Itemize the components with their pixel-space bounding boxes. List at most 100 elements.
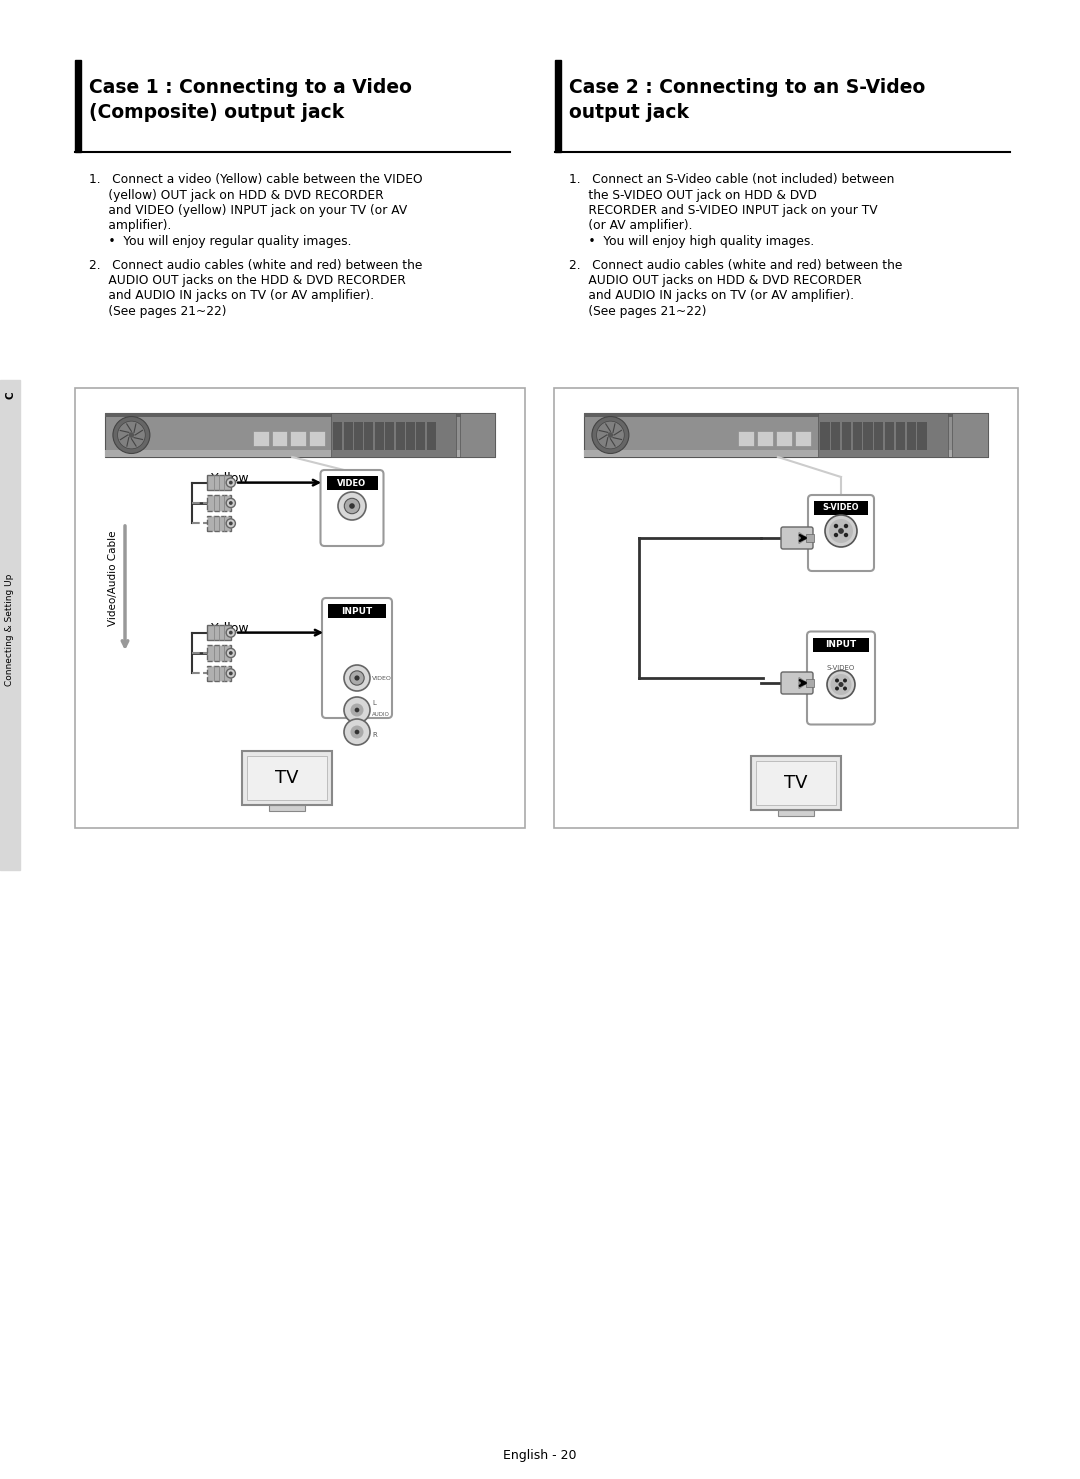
Bar <box>554 387 1018 828</box>
Text: S-VIDEO: S-VIDEO <box>823 503 860 513</box>
Circle shape <box>229 630 232 634</box>
Circle shape <box>118 422 145 448</box>
Bar <box>253 430 269 447</box>
Text: 1.   Connect an S-Video cable (not included) between: 1. Connect an S-Video cable (not include… <box>569 173 894 186</box>
Circle shape <box>354 707 360 713</box>
Circle shape <box>592 417 629 454</box>
Text: English - 20: English - 20 <box>503 1448 577 1461</box>
Circle shape <box>843 679 847 682</box>
Circle shape <box>350 671 364 685</box>
Text: Yellow: Yellow <box>211 623 249 634</box>
Circle shape <box>226 629 235 637</box>
Bar <box>821 422 829 451</box>
Circle shape <box>338 493 366 521</box>
Bar <box>334 422 342 451</box>
Text: Yellow: Yellow <box>211 472 249 485</box>
Circle shape <box>354 729 360 735</box>
Text: S-VIDEO: S-VIDEO <box>827 666 855 671</box>
Circle shape <box>831 674 851 695</box>
Circle shape <box>827 670 855 698</box>
Bar <box>584 413 988 417</box>
Circle shape <box>825 515 858 547</box>
Bar <box>207 626 231 640</box>
Text: INPUT: INPUT <box>825 640 856 649</box>
Text: Case 2 : Connecting to an S-Video: Case 2 : Connecting to an S-Video <box>569 78 926 98</box>
Bar <box>906 422 916 451</box>
Bar <box>364 422 374 451</box>
Text: TV: TV <box>275 769 299 787</box>
Circle shape <box>829 519 853 543</box>
Text: 1.   Connect a video (Yellow) cable between the VIDEO: 1. Connect a video (Yellow) cable betwee… <box>89 173 422 186</box>
Bar <box>105 413 495 417</box>
Bar <box>951 413 988 457</box>
FancyBboxPatch shape <box>781 527 813 549</box>
Bar <box>247 756 327 800</box>
Circle shape <box>229 501 232 504</box>
Circle shape <box>608 432 613 438</box>
Circle shape <box>838 682 843 688</box>
Bar <box>328 603 386 618</box>
Bar <box>75 387 525 828</box>
Polygon shape <box>799 677 807 688</box>
Circle shape <box>113 417 150 454</box>
Bar <box>269 805 305 810</box>
Text: INPUT: INPUT <box>341 606 373 615</box>
Circle shape <box>843 532 848 537</box>
Bar <box>386 422 394 451</box>
Bar <box>332 413 456 457</box>
Circle shape <box>835 686 839 691</box>
Text: (See pages 21~22): (See pages 21~22) <box>569 305 706 318</box>
Bar <box>207 495 231 510</box>
Bar <box>354 422 363 451</box>
Bar <box>242 751 332 805</box>
Text: (Composite) output jack: (Composite) output jack <box>89 104 345 121</box>
Text: R: R <box>372 732 377 738</box>
Circle shape <box>835 679 839 682</box>
Bar <box>207 475 231 490</box>
Bar <box>814 501 868 515</box>
Circle shape <box>129 432 134 438</box>
Bar <box>417 422 426 451</box>
Bar <box>756 762 836 805</box>
Circle shape <box>354 676 360 680</box>
Bar <box>343 422 352 451</box>
FancyBboxPatch shape <box>781 671 813 694</box>
Bar <box>832 422 840 451</box>
Bar <box>757 430 773 447</box>
Bar <box>806 679 814 688</box>
Bar <box>75 61 81 152</box>
Circle shape <box>226 478 235 487</box>
Bar <box>778 810 814 816</box>
Bar <box>775 430 792 447</box>
Text: the S-VIDEO OUT jack on HDD & DVD: the S-VIDEO OUT jack on HDD & DVD <box>569 188 816 201</box>
Circle shape <box>834 532 838 537</box>
Bar <box>272 430 287 447</box>
Text: L: L <box>372 700 376 705</box>
Text: TV: TV <box>784 774 808 791</box>
Bar <box>105 413 495 457</box>
Text: and AUDIO IN jacks on TV (or AV amplifier).: and AUDIO IN jacks on TV (or AV amplifie… <box>569 290 854 303</box>
Bar <box>584 413 988 457</box>
Bar <box>406 422 415 451</box>
Text: (or AV amplifier).: (or AV amplifier). <box>569 219 692 232</box>
Bar <box>375 422 383 451</box>
Bar <box>738 430 754 447</box>
Bar <box>917 422 927 451</box>
Bar <box>852 422 862 451</box>
Circle shape <box>349 503 355 509</box>
Bar <box>427 422 435 451</box>
FancyBboxPatch shape <box>321 470 383 546</box>
Text: •  You will enjoy high quality images.: • You will enjoy high quality images. <box>569 235 814 248</box>
Bar <box>309 430 325 447</box>
Circle shape <box>226 648 235 658</box>
Text: VIDEO: VIDEO <box>337 479 366 488</box>
Bar <box>842 422 851 451</box>
Text: C: C <box>5 390 15 399</box>
Circle shape <box>351 726 364 738</box>
Circle shape <box>226 669 235 677</box>
Bar <box>291 430 306 447</box>
Text: output jack: output jack <box>569 104 689 121</box>
Bar <box>751 756 841 810</box>
Circle shape <box>834 524 838 528</box>
Bar <box>863 422 873 451</box>
